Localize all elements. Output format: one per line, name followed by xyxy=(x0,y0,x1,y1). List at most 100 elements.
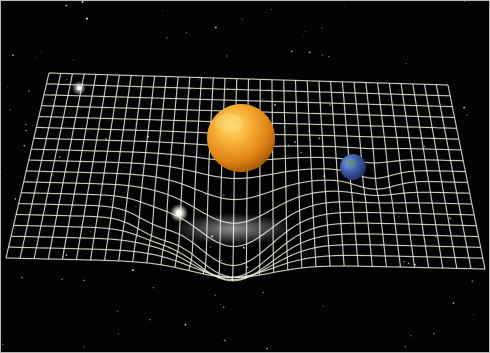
star xyxy=(434,121,435,123)
star xyxy=(82,13,84,15)
star xyxy=(149,318,151,321)
star xyxy=(318,137,321,140)
star xyxy=(294,141,297,143)
grid-column-line xyxy=(47,73,85,260)
star xyxy=(117,333,119,335)
star xyxy=(83,346,85,348)
star xyxy=(463,106,466,109)
star xyxy=(271,8,273,11)
star xyxy=(471,280,474,283)
star xyxy=(288,144,290,146)
grid-column-line xyxy=(61,74,97,260)
grid-column-line xyxy=(283,80,289,270)
star xyxy=(322,305,324,307)
star xyxy=(222,306,225,308)
grid-column-line xyxy=(447,84,486,270)
star xyxy=(423,145,425,148)
star xyxy=(386,48,388,50)
star xyxy=(410,335,412,337)
star xyxy=(21,276,24,279)
star xyxy=(105,138,107,140)
grid-column-line xyxy=(271,79,275,273)
star xyxy=(152,287,155,289)
star xyxy=(241,18,243,20)
star xyxy=(392,145,394,146)
star xyxy=(344,5,346,7)
star xyxy=(172,123,173,125)
star xyxy=(286,155,288,157)
grid-column-line xyxy=(75,74,109,260)
star xyxy=(290,50,293,53)
grid-column-line xyxy=(146,76,167,263)
star xyxy=(300,151,302,154)
star xyxy=(209,246,212,248)
star xyxy=(403,261,405,263)
star xyxy=(40,51,42,52)
star xyxy=(239,197,241,199)
star xyxy=(308,51,311,54)
star xyxy=(354,112,356,114)
star xyxy=(83,279,85,282)
star xyxy=(9,108,12,111)
grid-column-line xyxy=(412,83,444,269)
star xyxy=(304,30,307,32)
star xyxy=(66,78,69,81)
star xyxy=(220,259,222,261)
grid-column-line xyxy=(202,77,214,274)
star xyxy=(124,167,126,168)
star xyxy=(169,221,170,223)
star xyxy=(31,125,33,127)
star xyxy=(468,181,470,182)
star xyxy=(130,336,132,338)
warped-grid xyxy=(5,72,486,282)
star xyxy=(166,36,168,39)
star xyxy=(2,343,4,346)
star xyxy=(7,86,8,88)
star xyxy=(433,333,435,335)
grid-column-line xyxy=(388,83,416,268)
grid-column-line xyxy=(89,75,120,261)
grid-column-line xyxy=(19,73,62,259)
star xyxy=(350,224,352,226)
star xyxy=(90,231,92,233)
grid-column-line xyxy=(294,80,303,269)
grid-column-line xyxy=(377,82,402,268)
moon xyxy=(170,204,188,222)
grid-column-line xyxy=(160,76,179,265)
star xyxy=(131,269,134,272)
star xyxy=(298,135,300,137)
grid-column-line xyxy=(5,72,50,259)
star xyxy=(436,200,438,201)
star xyxy=(303,35,304,37)
star xyxy=(464,1,466,3)
star xyxy=(328,103,331,106)
star xyxy=(405,63,407,65)
star xyxy=(65,254,68,256)
grid-column-line xyxy=(306,80,317,267)
star xyxy=(55,115,57,117)
star xyxy=(274,103,276,106)
star xyxy=(222,194,225,197)
star xyxy=(321,54,324,56)
grid-column-line xyxy=(118,75,144,261)
star xyxy=(407,262,410,265)
star xyxy=(216,178,218,180)
grid-column-line xyxy=(400,83,430,268)
star xyxy=(25,123,27,126)
star xyxy=(320,3,321,5)
star xyxy=(473,314,474,316)
grid-column-line xyxy=(104,75,132,261)
star xyxy=(197,78,200,81)
star xyxy=(35,57,36,59)
grid-column-line xyxy=(174,77,191,268)
star xyxy=(452,302,455,304)
star xyxy=(52,174,54,176)
planet-earth xyxy=(340,154,366,180)
star xyxy=(58,155,61,158)
star xyxy=(110,198,113,201)
star xyxy=(28,90,30,92)
star xyxy=(214,26,217,29)
star xyxy=(85,17,89,20)
